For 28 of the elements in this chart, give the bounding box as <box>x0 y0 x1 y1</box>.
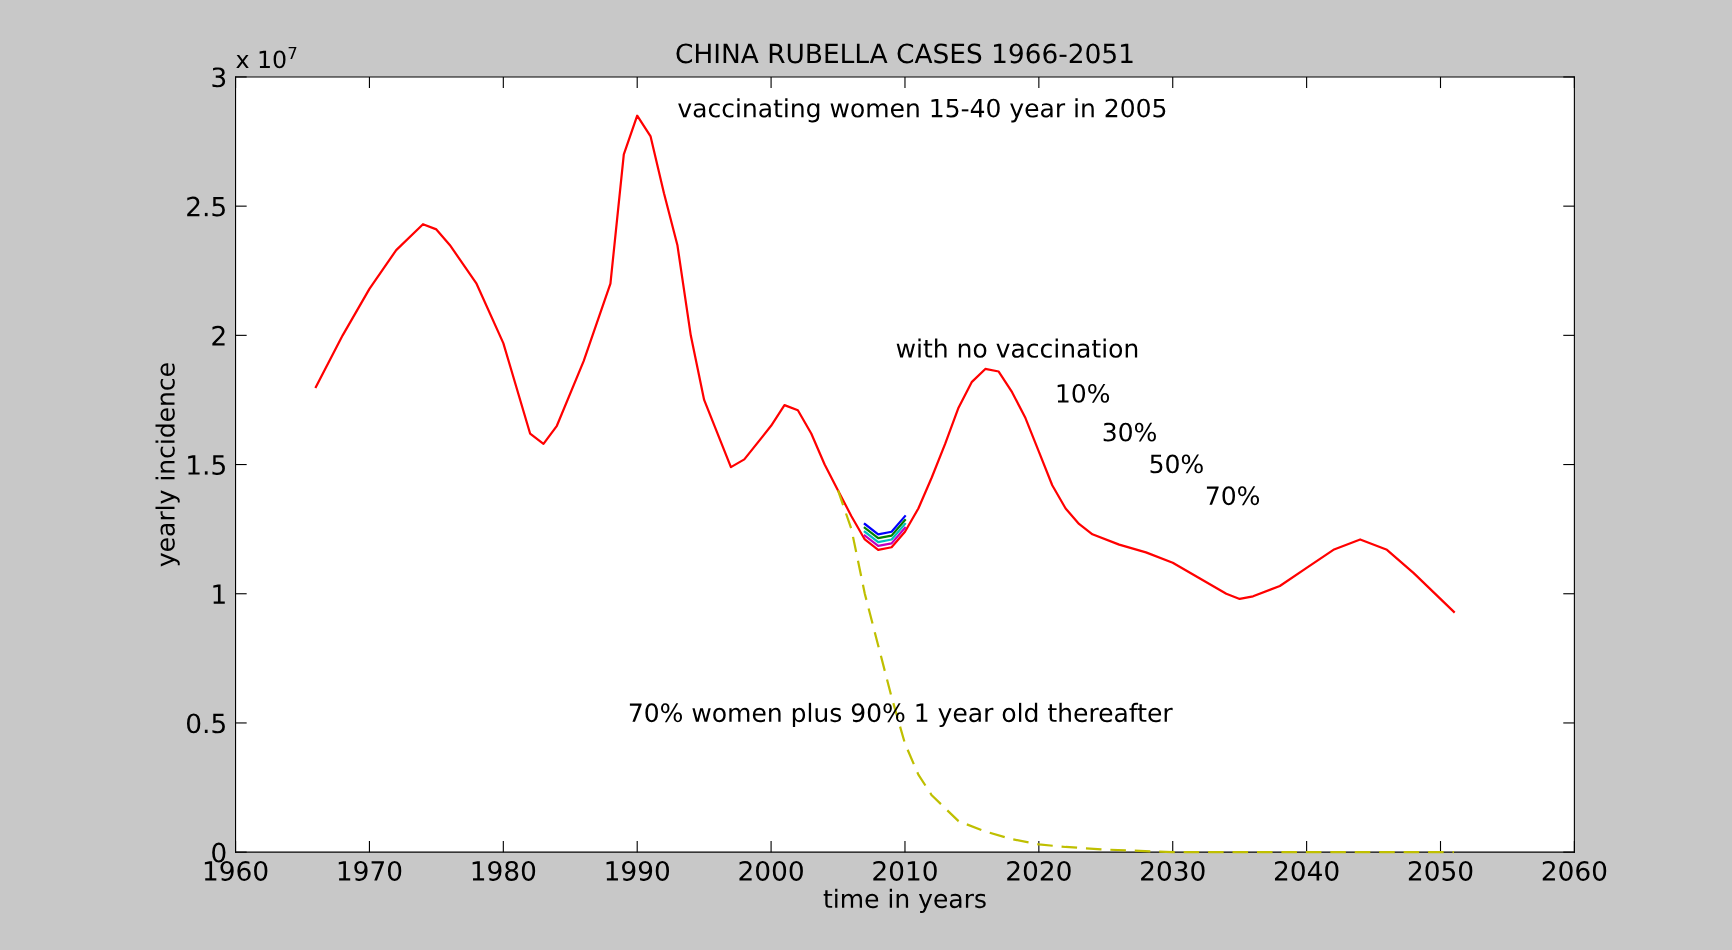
x-axis-title: time in years <box>823 888 986 913</box>
x-tick-label: 2020 <box>1007 860 1071 881</box>
y-tick-label: 1.5 <box>188 455 225 475</box>
chart-title: CHINA RUBELLA CASES 1966-2051 <box>676 43 1133 64</box>
x-tick-label: 2000 <box>739 860 803 881</box>
y-tick-label: 2.5 <box>187 196 225 217</box>
x-tick-label: 1990 <box>606 860 670 881</box>
x-tick-label: 2030 <box>1141 860 1205 881</box>
annotation: 10% <box>1057 383 1110 403</box>
y-tick-label: 2 <box>212 325 225 346</box>
x-tick-label: 2060 <box>1542 860 1607 881</box>
annotation: 70% <box>1206 486 1260 506</box>
x-tick-label: 1980 <box>472 860 536 881</box>
x-tick-label: 2040 <box>1274 860 1339 881</box>
x-tick-label: 2010 <box>873 860 937 881</box>
annotation: 30% <box>1103 422 1156 442</box>
annotation: with no vaccination <box>896 338 1138 358</box>
x-tick-label: 1970 <box>338 860 402 881</box>
annotation: vaccinating women 15-40 year in 2005 <box>678 98 1166 123</box>
text: x 10$^{7}$ <box>236 46 297 69</box>
y-axis-title: yearly incidence <box>155 363 180 567</box>
y-tick-label: 3 <box>212 67 226 88</box>
annotation: 50% <box>1150 454 1203 474</box>
y-tick-label: 0.5 <box>186 713 225 734</box>
x-tick-label: 1960 <box>204 860 268 881</box>
x-tick-label: 2050 <box>1408 860 1473 881</box>
y-tick-label: 0 <box>212 842 226 863</box>
y-tick-label: 1 <box>213 584 225 604</box>
